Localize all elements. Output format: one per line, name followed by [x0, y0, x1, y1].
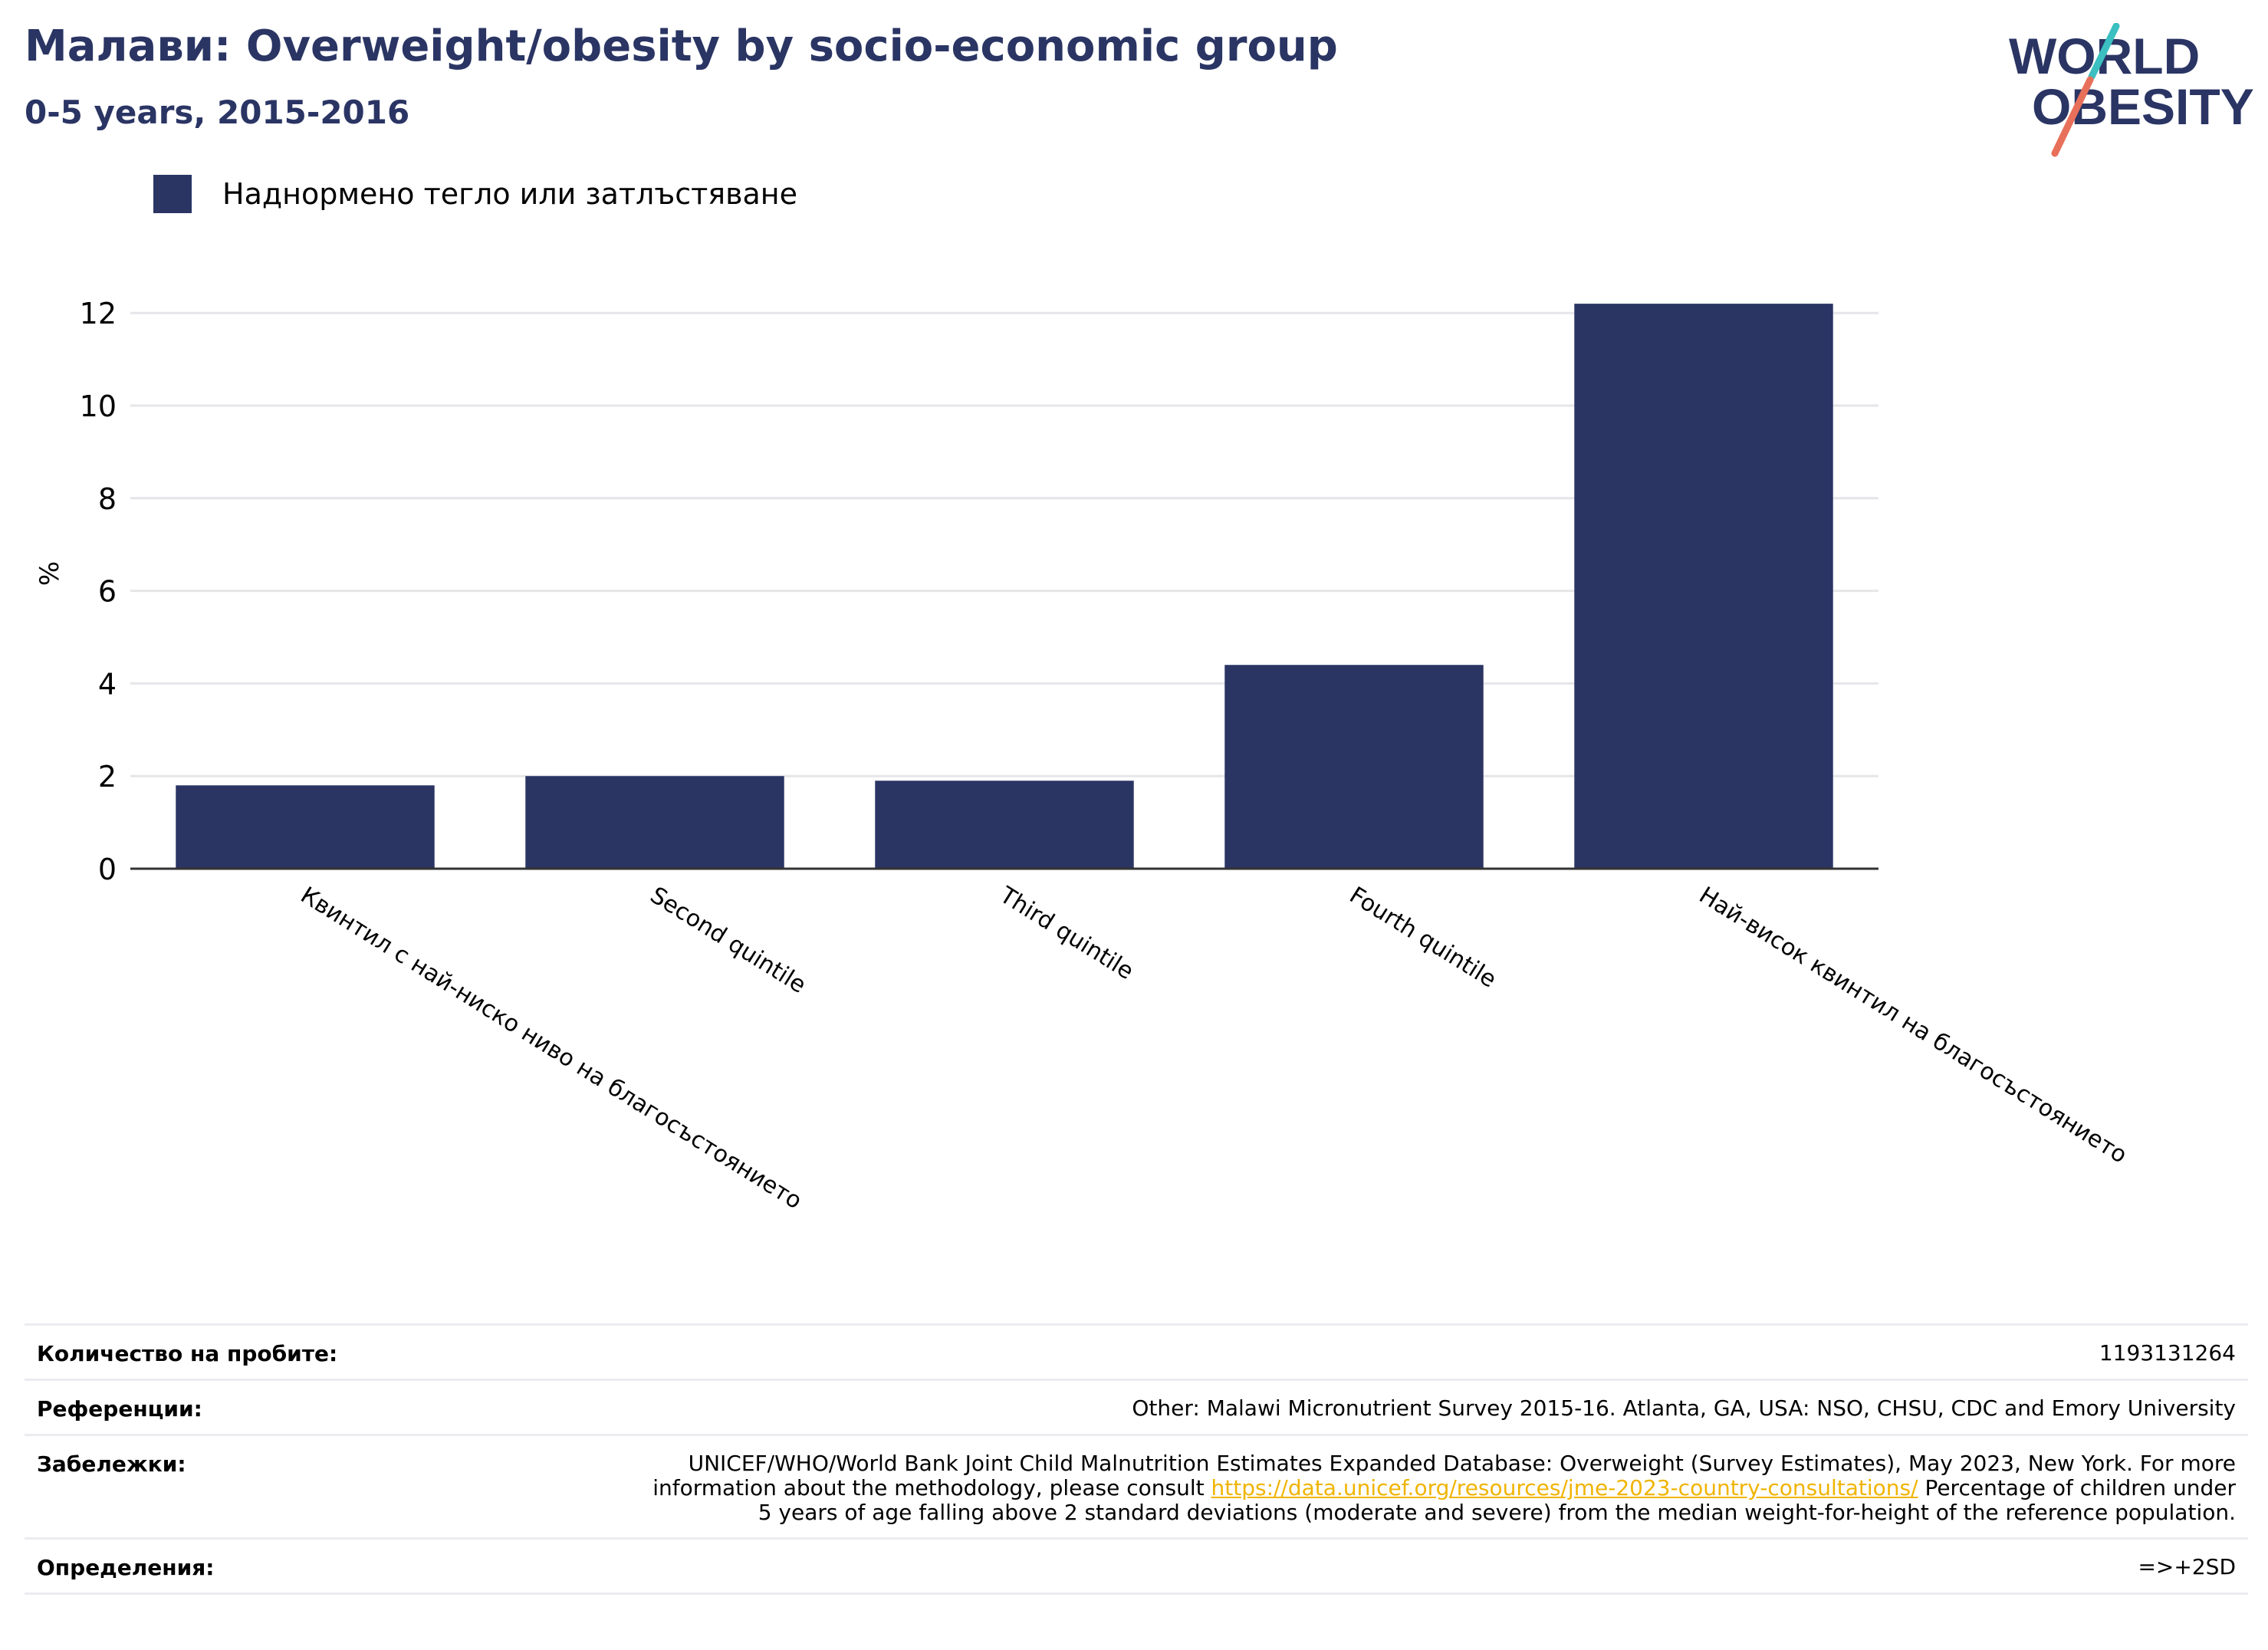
bar — [1224, 665, 1484, 869]
info-row-definitions: Определения: =>+2SD — [25, 1537, 2248, 1595]
notes-text-after: Percentage of children under 5 years of … — [758, 1475, 2236, 1525]
notes-text-before: UNICEF/WHO/World Bank Joint Child Malnut… — [652, 1451, 2236, 1500]
bar — [525, 776, 784, 869]
x-tick-label: Second quintile — [646, 882, 811, 999]
notes-value: UNICEF/WHO/World Bank Joint Child Malnut… — [641, 1451, 2236, 1525]
samples-label: Количество на пробите: — [37, 1341, 338, 1366]
definitions-value: =>+2SD — [2138, 1554, 2236, 1579]
y-tick-label: 2 — [98, 760, 117, 794]
bar — [875, 781, 1134, 869]
samples-value: 1193131264 — [2099, 1340, 2236, 1366]
y-tick-label: 0 — [98, 853, 117, 886]
bar — [1574, 304, 1833, 869]
y-axis-label: % — [35, 561, 65, 586]
y-tick-label: 4 — [98, 667, 117, 701]
y-tick-label: 8 — [98, 482, 117, 516]
notes-label: Забележки: — [37, 1451, 186, 1477]
world-obesity-logo: WORLD OBESITY — [2009, 23, 2254, 157]
definitions-label: Определения: — [37, 1555, 215, 1580]
references-value: Other: Malawi Micronutrient Survey 2015-… — [1132, 1395, 2236, 1421]
x-tick-label: Third quintile — [994, 882, 1139, 985]
legend-swatch — [153, 175, 192, 213]
y-tick-label: 6 — [98, 575, 117, 609]
bar — [176, 785, 435, 869]
info-table: Количество на пробите: 1193131264 Рефере… — [25, 1323, 2248, 1595]
x-tick-label: Fourth quintile — [1345, 882, 1501, 993]
y-tick-label: 10 — [80, 389, 117, 423]
references-label: Референции: — [37, 1396, 202, 1422]
info-row-samples: Количество на пробите: 1193131264 — [25, 1323, 2248, 1379]
legend-label: Наднормено тегло или затлъстяване — [222, 177, 797, 211]
info-row-references: Референции: Other: Malawi Micronutrient … — [25, 1379, 2248, 1434]
legend: Наднормено тегло или затлъстяване — [153, 175, 797, 213]
logo-slash-teal — [2088, 23, 2120, 81]
chart-subtitle: 0-5 years, 2015-2016 — [25, 94, 410, 131]
x-tick-label: Най-висок квинтил на благосъстоянието — [1694, 882, 2132, 1169]
info-row-notes: Забележки: UNICEF/WHO/World Bank Joint C… — [25, 1434, 2248, 1537]
notes-link[interactable]: https://data.unicef.org/resources/jme-20… — [1211, 1475, 1918, 1500]
y-tick-label: 12 — [80, 297, 117, 330]
logo-slash-red — [2051, 76, 2094, 157]
chart-title: Малави: Overweight/obesity by socio-econ… — [25, 21, 1338, 71]
